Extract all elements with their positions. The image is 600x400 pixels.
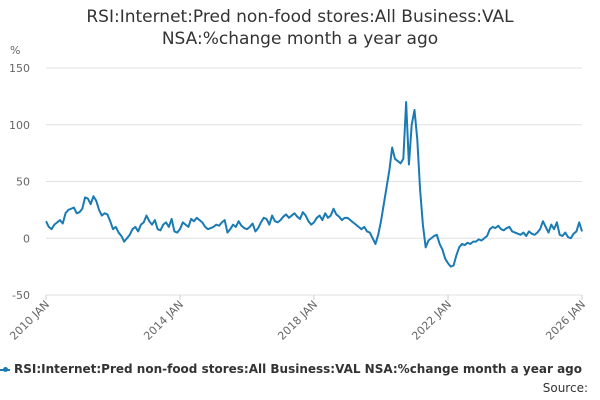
y-tick-label: 100 (9, 119, 30, 132)
legend: RSI:Internet:Pred non-food stores:All Bu… (0, 362, 600, 376)
x-tick-label: 2022 JAN (409, 298, 454, 343)
x-tick-label: 2018 JAN (275, 298, 320, 343)
x-tick-label: 2010 JAN (7, 298, 52, 343)
y-tick-label: 150 (9, 62, 30, 75)
legend-swatch (0, 366, 10, 372)
source: Source: (542, 381, 588, 395)
data-line (45, 101, 583, 268)
chart-title: RSI:Internet:Pred non-food stores:All Bu… (86, 7, 514, 49)
y-tick-label: -50 (12, 289, 30, 302)
x-tick-label: 2014 JAN (141, 298, 186, 343)
legend-dot (3, 366, 8, 372)
legend-label: RSI:Internet:Pred non-food stores:All Bu… (14, 362, 583, 376)
y-axis-label: % (10, 44, 20, 57)
y-tick-label: 50 (16, 176, 30, 189)
y-tick-label: 0 (23, 232, 30, 245)
x-tick-label: 2026 JAN (543, 298, 588, 343)
